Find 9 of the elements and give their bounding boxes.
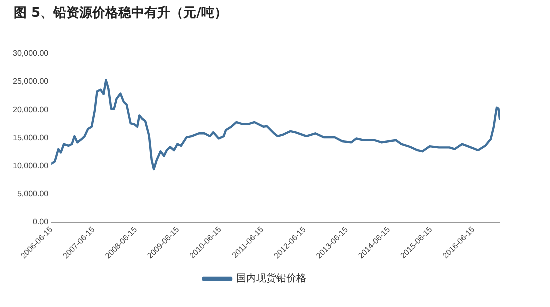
y-tick-label: 30,000.00 [12,49,50,58]
y-tick-label: 0.00 [33,217,50,226]
y-tick-label: 25,000.00 [12,77,50,86]
legend-label: 国内现货铅价格 [236,272,306,285]
y-tick-label: 15,000.00 [12,133,50,142]
y-tick-label: 20,000.00 [12,105,50,114]
y-tick-label: 5,000.00 [17,189,50,198]
chart-title: 图 5、铅资源价格稳中有升（元/吨） [14,5,228,22]
y-tick-label: 10,000.00 [12,161,50,170]
